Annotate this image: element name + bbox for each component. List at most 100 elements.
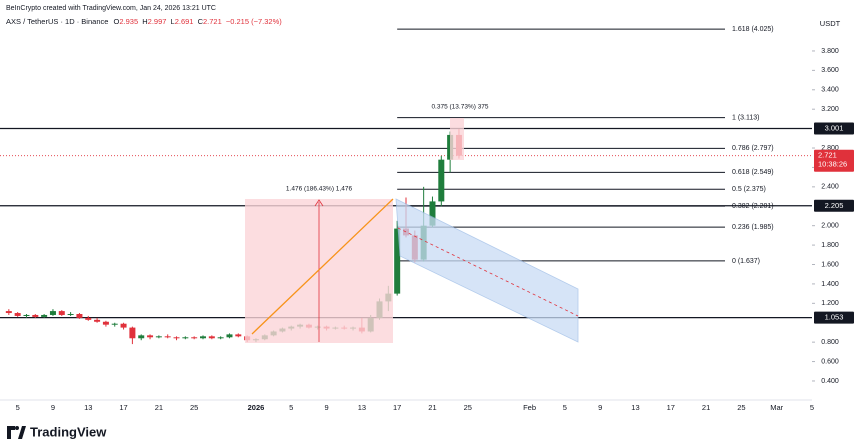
candle-body xyxy=(208,336,215,339)
x-tick-label: 13 xyxy=(84,403,92,412)
range-box-small xyxy=(450,118,464,160)
fib-label: 1.618 (4.025) xyxy=(732,26,774,33)
y-tick-label: 1.400 xyxy=(821,281,839,288)
logo-dot xyxy=(15,426,19,430)
price-tag xyxy=(814,311,854,324)
change: −0.215 (−7.32%) xyxy=(226,17,282,26)
y-tick-label: 3.800 xyxy=(821,48,839,55)
x-tick-label: 9 xyxy=(51,403,55,412)
candle-body xyxy=(394,228,401,294)
candle-body xyxy=(438,159,445,202)
candle-body xyxy=(429,201,436,226)
y-tick-label: 0.800 xyxy=(821,339,839,346)
candle-body xyxy=(155,336,162,338)
candle-body xyxy=(23,314,30,316)
price-tag xyxy=(814,199,854,212)
x-tick-label: 21 xyxy=(428,403,436,412)
candle-body xyxy=(182,337,189,339)
last-price-label: 2.721 xyxy=(818,151,837,160)
x-tick-label: 21 xyxy=(155,403,163,412)
ohlc-label: L xyxy=(171,17,175,26)
logo-icon xyxy=(7,426,26,439)
last-price-tag xyxy=(814,149,854,172)
x-tick-label: Mar xyxy=(770,403,783,412)
y-tick-label: 0.600 xyxy=(821,358,839,365)
x-tick-label: 17 xyxy=(393,403,401,412)
candle-body xyxy=(58,311,65,315)
candle-body xyxy=(200,336,206,339)
ohlc-label: O xyxy=(114,17,120,26)
price-tag-label: 3.001 xyxy=(825,123,844,132)
ohlc-value: 2.691 xyxy=(175,17,194,26)
trend-line xyxy=(251,198,394,335)
candle-body xyxy=(5,311,12,314)
y-tick-label: 2.800 xyxy=(821,145,839,152)
brand: TradingView xyxy=(30,424,107,439)
currency: USDT xyxy=(820,19,841,28)
fib-label: 0.5 (2.375) xyxy=(732,186,766,193)
x-tick-label: 25 xyxy=(737,403,745,412)
candle-body xyxy=(173,337,180,339)
x-tick-label: 17 xyxy=(119,403,127,412)
logo xyxy=(7,426,26,439)
x-tick-label: Feb xyxy=(523,403,536,412)
candle-body xyxy=(14,313,21,316)
candle-body xyxy=(164,336,171,338)
symbol: AXS / TetherUS · 1D · Binance xyxy=(6,17,108,26)
price-tag xyxy=(814,122,854,135)
credit: BeInCrypto created with TradingView.com,… xyxy=(6,5,216,12)
candle-body xyxy=(235,334,242,337)
candle-body xyxy=(138,335,145,339)
y-tick-label: 3.400 xyxy=(821,87,839,94)
candle-body xyxy=(147,335,154,338)
candle-body xyxy=(67,314,74,316)
x-tick-label: 13 xyxy=(358,403,366,412)
candle-body xyxy=(191,337,198,339)
countdown: 10:38:26 xyxy=(818,160,847,169)
candle-body xyxy=(32,314,39,317)
price-tag-label: 2.205 xyxy=(825,201,844,210)
ohlc-label: H xyxy=(142,17,147,26)
candle-body xyxy=(76,314,83,318)
range-label: 0.375 (13.73%) 375 xyxy=(431,104,488,111)
candle-body xyxy=(85,317,92,320)
ohlc-label: C xyxy=(198,17,204,26)
ohlc-value: 2.997 xyxy=(148,17,167,26)
y-tick-label: 2.400 xyxy=(821,184,839,191)
arrow-head xyxy=(314,199,324,207)
fib-label: 1 (3.113) xyxy=(732,114,760,121)
fib-label: 0.786 (2.797) xyxy=(732,145,774,152)
fib-label: 0.618 (2.549) xyxy=(732,169,774,176)
y-tick-label: 0.400 xyxy=(821,378,839,385)
x-tick-label: 13 xyxy=(631,403,639,412)
candle-body xyxy=(41,314,48,317)
candle-body xyxy=(102,321,109,325)
x-tick-label: 5 xyxy=(810,403,814,412)
x-tick-label: 5 xyxy=(289,403,293,412)
x-tick-label: 9 xyxy=(598,403,602,412)
x-tick-label: 9 xyxy=(324,403,328,412)
y-tick-label: 2.000 xyxy=(821,223,839,230)
x-tick-label: 2026 xyxy=(248,403,265,412)
x-tick-label: 5 xyxy=(563,403,567,412)
y-tick-label: 1.800 xyxy=(821,242,839,249)
x-tick-label: 21 xyxy=(702,403,710,412)
ohlc-value: 2.721 xyxy=(203,17,222,26)
candle-body xyxy=(217,337,224,339)
x-tick-label: 25 xyxy=(190,403,198,412)
legend: AXS / TetherUS · 1D · Binance O2.935 H2.… xyxy=(6,17,282,26)
y-tick-label: 3.200 xyxy=(821,106,839,113)
fib-label: 0.382 (2.201) xyxy=(732,203,774,210)
fib-label: 0 (1.637) xyxy=(732,258,760,265)
price-tag-label: 1.053 xyxy=(825,313,844,322)
candle-body xyxy=(120,323,127,328)
candle-body xyxy=(111,323,118,325)
candle-body xyxy=(94,319,101,322)
drawings: 1.476 (186.43%) 1,476 0.375 (13.73%) 375 xyxy=(245,104,579,343)
range-label: 1.476 (186.43%) 1,476 xyxy=(286,186,353,193)
y-tick-label: 1.600 xyxy=(821,261,839,268)
channel xyxy=(395,198,579,343)
ohlc-value: 2.935 xyxy=(119,17,138,26)
candle-body xyxy=(226,334,233,338)
